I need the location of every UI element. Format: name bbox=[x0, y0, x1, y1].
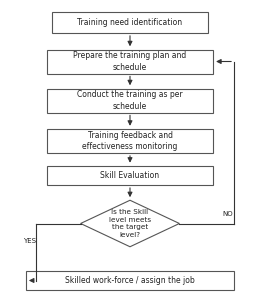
Text: Training feedback and
effectiveness monitoring: Training feedback and effectiveness moni… bbox=[82, 131, 178, 151]
Text: Is the Skill
level meets
the target
level?: Is the Skill level meets the target leve… bbox=[109, 209, 151, 238]
FancyBboxPatch shape bbox=[26, 271, 234, 290]
Text: Skill Evaluation: Skill Evaluation bbox=[100, 171, 160, 180]
Text: NO: NO bbox=[222, 212, 233, 218]
Text: YES: YES bbox=[23, 238, 36, 244]
FancyBboxPatch shape bbox=[47, 50, 213, 74]
FancyBboxPatch shape bbox=[52, 12, 208, 33]
Text: Prepare the training plan and
schedule: Prepare the training plan and schedule bbox=[73, 51, 187, 71]
Text: Conduct the training as per
schedule: Conduct the training as per schedule bbox=[77, 90, 183, 111]
FancyBboxPatch shape bbox=[47, 129, 213, 153]
Text: Skilled work-force / assign the job: Skilled work-force / assign the job bbox=[65, 276, 195, 285]
FancyBboxPatch shape bbox=[47, 166, 213, 185]
Text: Training need identification: Training need identification bbox=[77, 18, 183, 27]
Polygon shape bbox=[81, 200, 179, 247]
FancyBboxPatch shape bbox=[47, 88, 213, 112]
